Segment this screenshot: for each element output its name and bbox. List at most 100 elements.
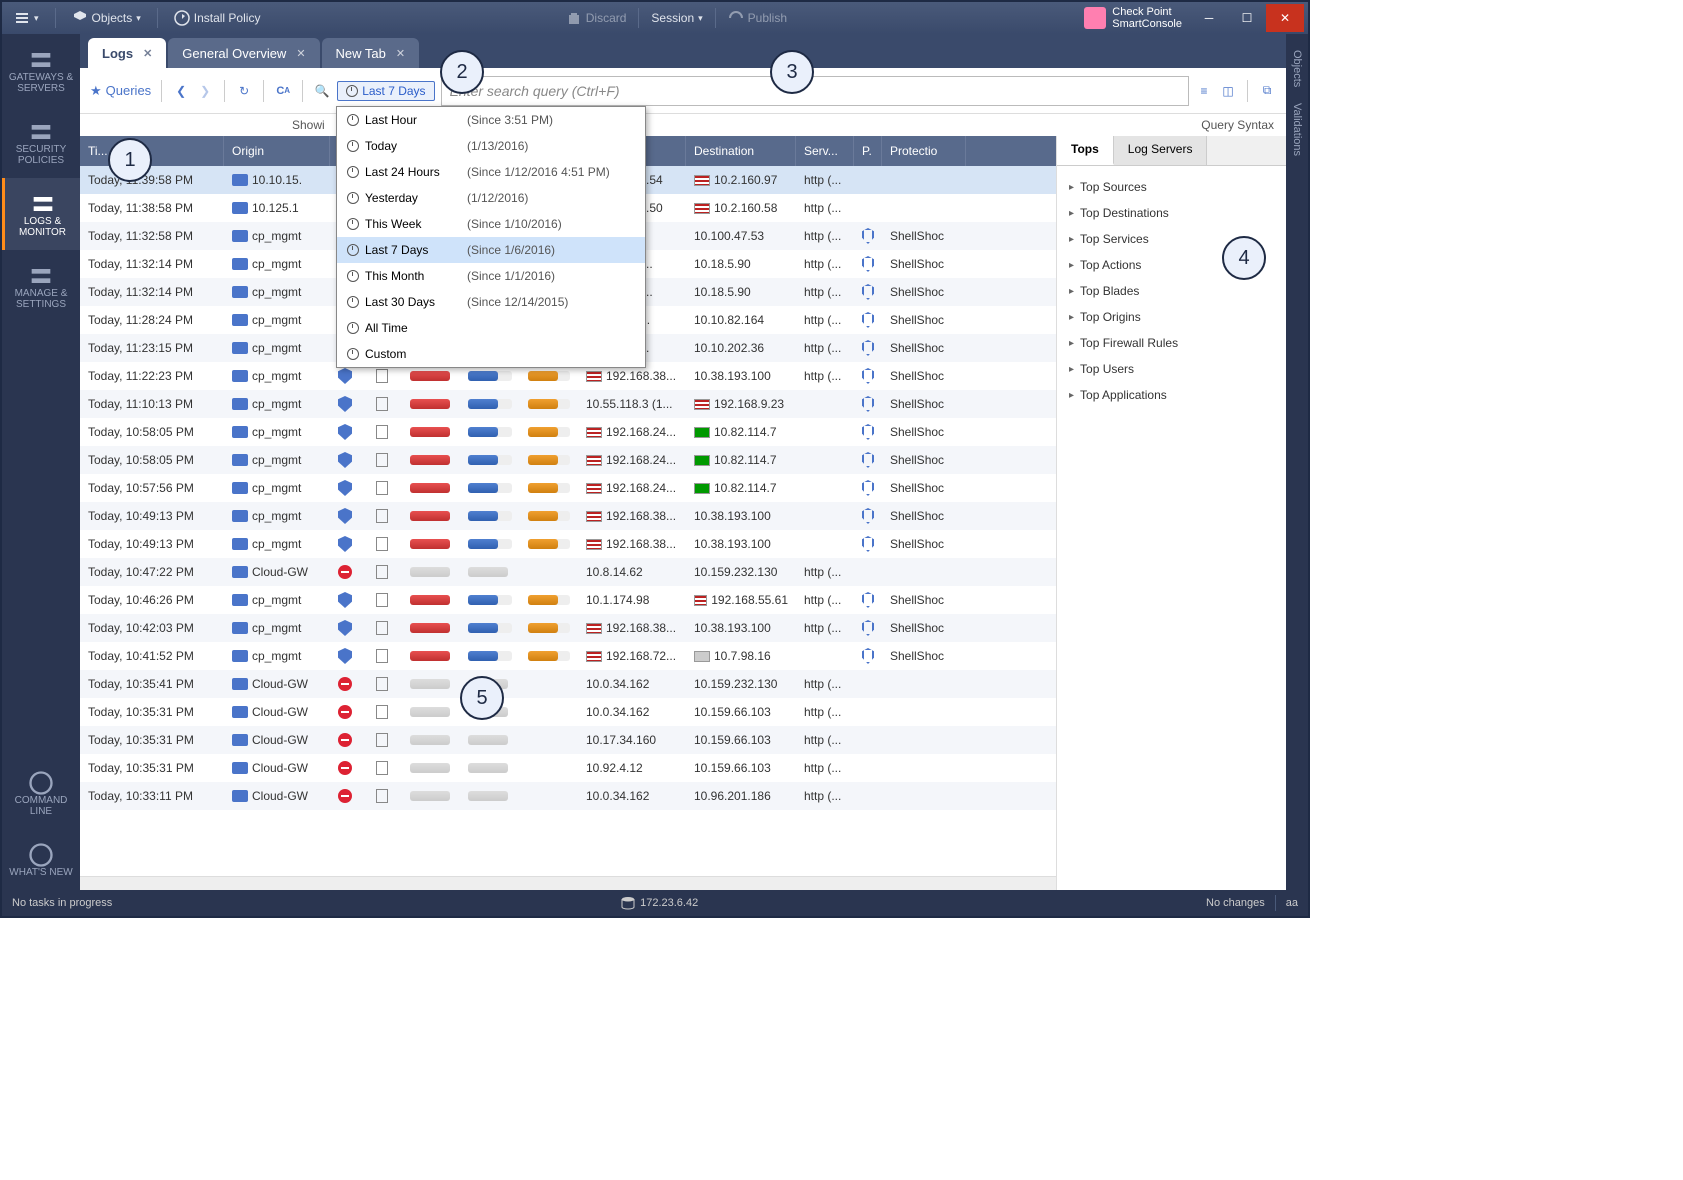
sidebar-item[interactable]: GATEWAYS & SERVERS xyxy=(2,34,80,106)
time-option[interactable]: Last Hour(Since 3:51 PM) xyxy=(337,107,645,133)
objects-menu[interactable]: Objects▾ xyxy=(64,6,149,30)
right-sidebar-tab[interactable]: Objects xyxy=(1289,42,1305,95)
view-list-button[interactable]: ≡ xyxy=(1195,82,1213,100)
discard-button[interactable]: Discard xyxy=(558,6,635,30)
sidebar-item[interactable]: COMMAND LINE xyxy=(2,757,80,829)
shield-outline-icon xyxy=(862,648,874,664)
flag-icon xyxy=(586,539,602,550)
tab[interactable]: New Tab✕ xyxy=(322,38,420,68)
close-button[interactable]: ✕ xyxy=(1266,4,1304,32)
origin-icon xyxy=(232,566,248,578)
col-protection[interactable]: Protectio xyxy=(882,136,966,166)
callout-4: 4 xyxy=(1222,236,1266,280)
tops-item[interactable]: Top Origins xyxy=(1069,304,1274,330)
shield-outline-icon xyxy=(862,256,874,272)
time-option[interactable]: This Week(Since 1/10/2016) xyxy=(337,211,645,237)
table-row[interactable]: Today, 10:41:52 PMcp_mgmt192.168.72...10… xyxy=(80,642,1056,670)
user-name: aa xyxy=(1286,897,1298,909)
table-row[interactable]: Today, 10:49:13 PMcp_mgmt192.168.38...10… xyxy=(80,502,1056,530)
showing-text: Showi xyxy=(292,118,325,132)
table-row[interactable]: Today, 10:35:31 PMCloud-GW10.17.34.16010… xyxy=(80,726,1056,754)
auto-refresh-button[interactable]: CA xyxy=(274,82,292,100)
time-option[interactable]: This Month(Since 1/1/2016) xyxy=(337,263,645,289)
log-icon xyxy=(376,705,388,719)
tops-item[interactable]: Top Users xyxy=(1069,356,1274,382)
origin-icon xyxy=(232,678,248,690)
time-option[interactable]: Custom xyxy=(337,341,645,367)
time-option[interactable]: Last 30 Days(Since 12/14/2015) xyxy=(337,289,645,315)
origin-icon xyxy=(232,258,248,270)
server-ip: 172.23.6.42 xyxy=(640,897,698,909)
table-row[interactable]: Today, 10:58:05 PMcp_mgmt192.168.24...10… xyxy=(80,418,1056,446)
table-row[interactable]: Today, 10:57:56 PMcp_mgmt192.168.24...10… xyxy=(80,474,1056,502)
close-icon[interactable]: ✕ xyxy=(296,47,305,60)
tops-item[interactable]: Top Destinations xyxy=(1069,200,1274,226)
forward-button[interactable]: ❯ xyxy=(196,82,214,100)
close-icon[interactable]: ✕ xyxy=(396,47,405,60)
tops-item[interactable]: Top Sources xyxy=(1069,174,1274,200)
time-option[interactable]: Yesterday(1/12/2016) xyxy=(337,185,645,211)
back-button[interactable]: ❮ xyxy=(172,82,190,100)
shield-icon xyxy=(338,452,352,468)
table-row[interactable]: Today, 10:58:05 PMcp_mgmt192.168.24...10… xyxy=(80,446,1056,474)
refresh-button[interactable]: ↻ xyxy=(235,82,253,100)
col-service[interactable]: Serv... xyxy=(796,136,854,166)
flag-icon xyxy=(694,203,710,214)
origin-icon xyxy=(232,370,248,382)
table-row[interactable]: Today, 10:33:11 PMCloud-GW10.0.34.16210.… xyxy=(80,782,1056,810)
publish-button[interactable]: Publish xyxy=(720,6,795,30)
view-panel-button[interactable]: ◫ xyxy=(1219,82,1237,100)
session-menu[interactable]: Session▾ xyxy=(643,7,710,29)
table-row[interactable]: Today, 10:35:31 PMCloud-GW10.92.4.1210.1… xyxy=(80,754,1056,782)
time-option[interactable]: Last 7 Days(Since 1/6/2016) xyxy=(337,237,645,263)
query-syntax-link[interactable]: Query Syntax xyxy=(1201,118,1274,132)
table-row[interactable]: Today, 10:35:41 PMCloud-GW10.0.34.16210.… xyxy=(80,670,1056,698)
tops-item[interactable]: Top Firewall Rules xyxy=(1069,330,1274,356)
log-icon xyxy=(376,453,388,467)
install-policy-button[interactable]: Install Policy xyxy=(166,6,269,30)
sidebar-item[interactable]: SECURITY POLICIES xyxy=(2,106,80,178)
table-row[interactable]: Today, 10:42:03 PMcp_mgmt192.168.38...10… xyxy=(80,614,1056,642)
origin-icon xyxy=(232,426,248,438)
flag-icon xyxy=(586,511,602,522)
time-option[interactable]: Today(1/13/2016) xyxy=(337,133,645,159)
col-destination[interactable]: Destination xyxy=(686,136,796,166)
popout-button[interactable]: ⧉ xyxy=(1258,82,1276,100)
sidebar-item[interactable]: WHAT'S NEW xyxy=(2,829,80,890)
flag-icon xyxy=(694,595,707,606)
right-sidebar-tab[interactable]: Validations xyxy=(1289,95,1305,164)
panel-tab[interactable]: Log Servers xyxy=(1114,136,1208,165)
log-icon xyxy=(376,565,388,579)
search-input[interactable]: Enter search query (Ctrl+F) xyxy=(441,76,1189,106)
tops-item[interactable]: Top Applications xyxy=(1069,382,1274,408)
app-menu[interactable]: ▾ xyxy=(6,6,47,30)
time-option[interactable]: Last 24 Hours(Since 1/12/2016 4:51 PM) xyxy=(337,159,645,185)
flag-icon xyxy=(586,455,602,466)
sidebar-item[interactable]: LOGS & MONITOR xyxy=(2,178,80,250)
queries-button[interactable]: ★ Queries xyxy=(90,83,151,99)
col-origin[interactable]: Origin xyxy=(224,136,330,166)
table-row[interactable]: Today, 10:35:31 PMCloud-GW10.0.34.16210.… xyxy=(80,698,1056,726)
flag-icon xyxy=(586,371,602,382)
table-row[interactable]: Today, 10:49:13 PMcp_mgmt192.168.38...10… xyxy=(80,530,1056,558)
callout-5: 5 xyxy=(460,676,504,720)
minimize-button[interactable]: ─ xyxy=(1190,4,1228,32)
sidebar-item[interactable]: MANAGE & SETTINGS xyxy=(2,250,80,322)
tab[interactable]: General Overview✕ xyxy=(168,38,319,68)
col-time[interactable]: Ti... xyxy=(80,136,224,166)
tops-item[interactable]: Top Blades xyxy=(1069,278,1274,304)
col-p[interactable]: P. xyxy=(854,136,882,166)
origin-icon xyxy=(232,762,248,774)
table-row[interactable]: Today, 10:47:22 PMCloud-GW10.8.14.6210.1… xyxy=(80,558,1056,586)
origin-icon xyxy=(232,790,248,802)
horizontal-scrollbar[interactable] xyxy=(80,876,1056,890)
table-row[interactable]: Today, 10:46:26 PMcp_mgmt10.1.174.98192.… xyxy=(80,586,1056,614)
close-icon[interactable]: ✕ xyxy=(143,47,152,60)
time-option[interactable]: All Time xyxy=(337,315,645,341)
maximize-button[interactable]: ☐ xyxy=(1228,4,1266,32)
table-row[interactable]: Today, 11:10:13 PMcp_mgmt10.55.118.3 (1.… xyxy=(80,390,1056,418)
tab[interactable]: Logs✕ xyxy=(88,38,166,68)
panel-tab[interactable]: Tops xyxy=(1057,136,1114,165)
log-icon xyxy=(376,593,388,607)
time-filter-chip[interactable]: Last 7 Days xyxy=(337,81,434,101)
